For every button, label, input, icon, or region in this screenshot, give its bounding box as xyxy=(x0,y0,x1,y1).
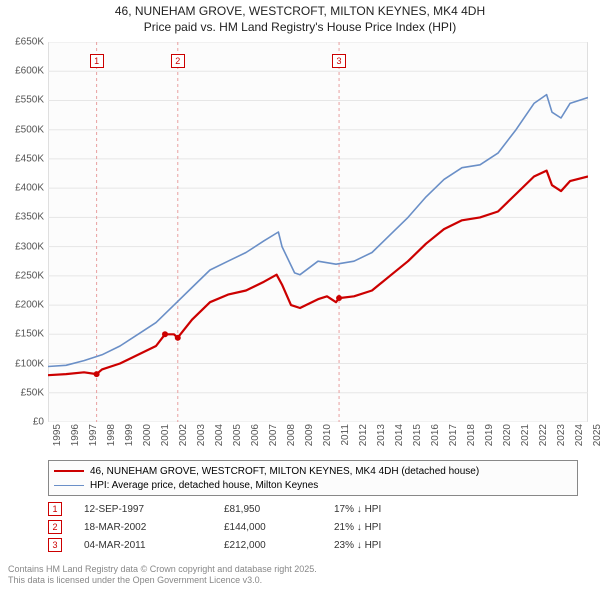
sale-marker-box: 2 xyxy=(171,54,185,68)
sale-pct: 21% ↓ HPI xyxy=(334,522,434,533)
sales-row: 1 12-SEP-1997£81,95017% ↓ HPI xyxy=(48,500,434,518)
chart-svg xyxy=(48,42,588,422)
y-tick-label: £200K xyxy=(4,300,44,311)
y-tick-label: £150K xyxy=(4,329,44,340)
x-tick-label: 2016 xyxy=(430,424,441,454)
x-tick-label: 2017 xyxy=(448,424,459,454)
sale-number-box: 2 xyxy=(48,520,62,534)
x-tick-label: 2013 xyxy=(376,424,387,454)
x-tick-label: 2022 xyxy=(538,424,549,454)
sales-row: 2 18-MAR-2002£144,00021% ↓ HPI xyxy=(48,518,434,536)
x-tick-label: 2020 xyxy=(502,424,513,454)
chart-container: 46, NUNEHAM GROVE, WESTCROFT, MILTON KEY… xyxy=(0,0,600,590)
sale-date: 04-MAR-2011 xyxy=(84,540,224,551)
x-tick-label: 1995 xyxy=(52,424,63,454)
x-tick-label: 2001 xyxy=(160,424,171,454)
sale-number-box: 1 xyxy=(48,502,62,516)
legend-item: HPI: Average price, detached house, Milt… xyxy=(54,478,572,492)
sale-price: £144,000 xyxy=(224,522,334,533)
x-tick-label: 2024 xyxy=(574,424,585,454)
legend-swatch xyxy=(54,485,84,486)
sale-number-box: 3 xyxy=(48,538,62,552)
chart-area xyxy=(48,42,588,422)
sale-pct: 23% ↓ HPI xyxy=(334,540,434,551)
x-tick-label: 2011 xyxy=(340,424,351,454)
footer-line-1: Contains HM Land Registry data © Crown c… xyxy=(8,564,317,575)
legend-label: 46, NUNEHAM GROVE, WESTCROFT, MILTON KEY… xyxy=(90,466,479,477)
x-tick-label: 2008 xyxy=(286,424,297,454)
x-tick-label: 2010 xyxy=(322,424,333,454)
y-tick-label: £50K xyxy=(4,387,44,398)
legend-swatch xyxy=(54,470,84,472)
y-tick-label: £100K xyxy=(4,358,44,369)
y-tick-label: £350K xyxy=(4,212,44,223)
x-tick-label: 2007 xyxy=(268,424,279,454)
sale-date: 12-SEP-1997 xyxy=(84,504,224,515)
y-tick-label: £600K xyxy=(4,66,44,77)
x-tick-label: 1999 xyxy=(124,424,135,454)
y-tick-label: £0 xyxy=(4,417,44,428)
sale-price: £212,000 xyxy=(224,540,334,551)
x-tick-label: 2021 xyxy=(520,424,531,454)
footer-line-2: This data is licensed under the Open Gov… xyxy=(8,575,317,586)
x-tick-label: 2009 xyxy=(304,424,315,454)
title-line-1: 46, NUNEHAM GROVE, WESTCROFT, MILTON KEY… xyxy=(0,4,600,20)
y-tick-label: £250K xyxy=(4,270,44,281)
title-line-2: Price paid vs. HM Land Registry's House … xyxy=(0,20,600,36)
y-tick-label: £400K xyxy=(4,183,44,194)
legend-label: HPI: Average price, detached house, Milt… xyxy=(90,480,318,491)
sale-marker-box: 1 xyxy=(90,54,104,68)
x-tick-label: 1996 xyxy=(70,424,81,454)
x-tick-label: 2023 xyxy=(556,424,567,454)
legend-item: 46, NUNEHAM GROVE, WESTCROFT, MILTON KEY… xyxy=(54,464,572,478)
sales-table: 1 12-SEP-1997£81,95017% ↓ HPI 2 18-MAR-2002… xyxy=(48,500,434,554)
y-tick-label: £550K xyxy=(4,95,44,106)
x-tick-label: 2002 xyxy=(178,424,189,454)
y-tick-label: £650K xyxy=(4,37,44,48)
x-tick-label: 1997 xyxy=(88,424,99,454)
x-tick-label: 2014 xyxy=(394,424,405,454)
y-tick-label: £300K xyxy=(4,241,44,252)
sales-row: 3 04-MAR-2011£212,00023% ↓ HPI xyxy=(48,536,434,554)
x-tick-label: 2025 xyxy=(592,424,600,454)
x-tick-label: 2003 xyxy=(196,424,207,454)
x-tick-label: 2015 xyxy=(412,424,423,454)
legend: 46, NUNEHAM GROVE, WESTCROFT, MILTON KEY… xyxy=(48,460,578,496)
x-tick-label: 2005 xyxy=(232,424,243,454)
sale-date: 18-MAR-2002 xyxy=(84,522,224,533)
x-tick-label: 2019 xyxy=(484,424,495,454)
footer: Contains HM Land Registry data © Crown c… xyxy=(8,564,317,586)
sale-pct: 17% ↓ HPI xyxy=(334,504,434,515)
x-tick-label: 2018 xyxy=(466,424,477,454)
x-tick-label: 1998 xyxy=(106,424,117,454)
x-tick-label: 2000 xyxy=(142,424,153,454)
chart-title: 46, NUNEHAM GROVE, WESTCROFT, MILTON KEY… xyxy=(0,0,600,35)
sale-price: £81,950 xyxy=(224,504,334,515)
x-tick-label: 2006 xyxy=(250,424,261,454)
y-tick-label: £500K xyxy=(4,124,44,135)
x-tick-label: 2004 xyxy=(214,424,225,454)
x-tick-label: 2012 xyxy=(358,424,369,454)
y-tick-label: £450K xyxy=(4,153,44,164)
sale-marker-box: 3 xyxy=(332,54,346,68)
